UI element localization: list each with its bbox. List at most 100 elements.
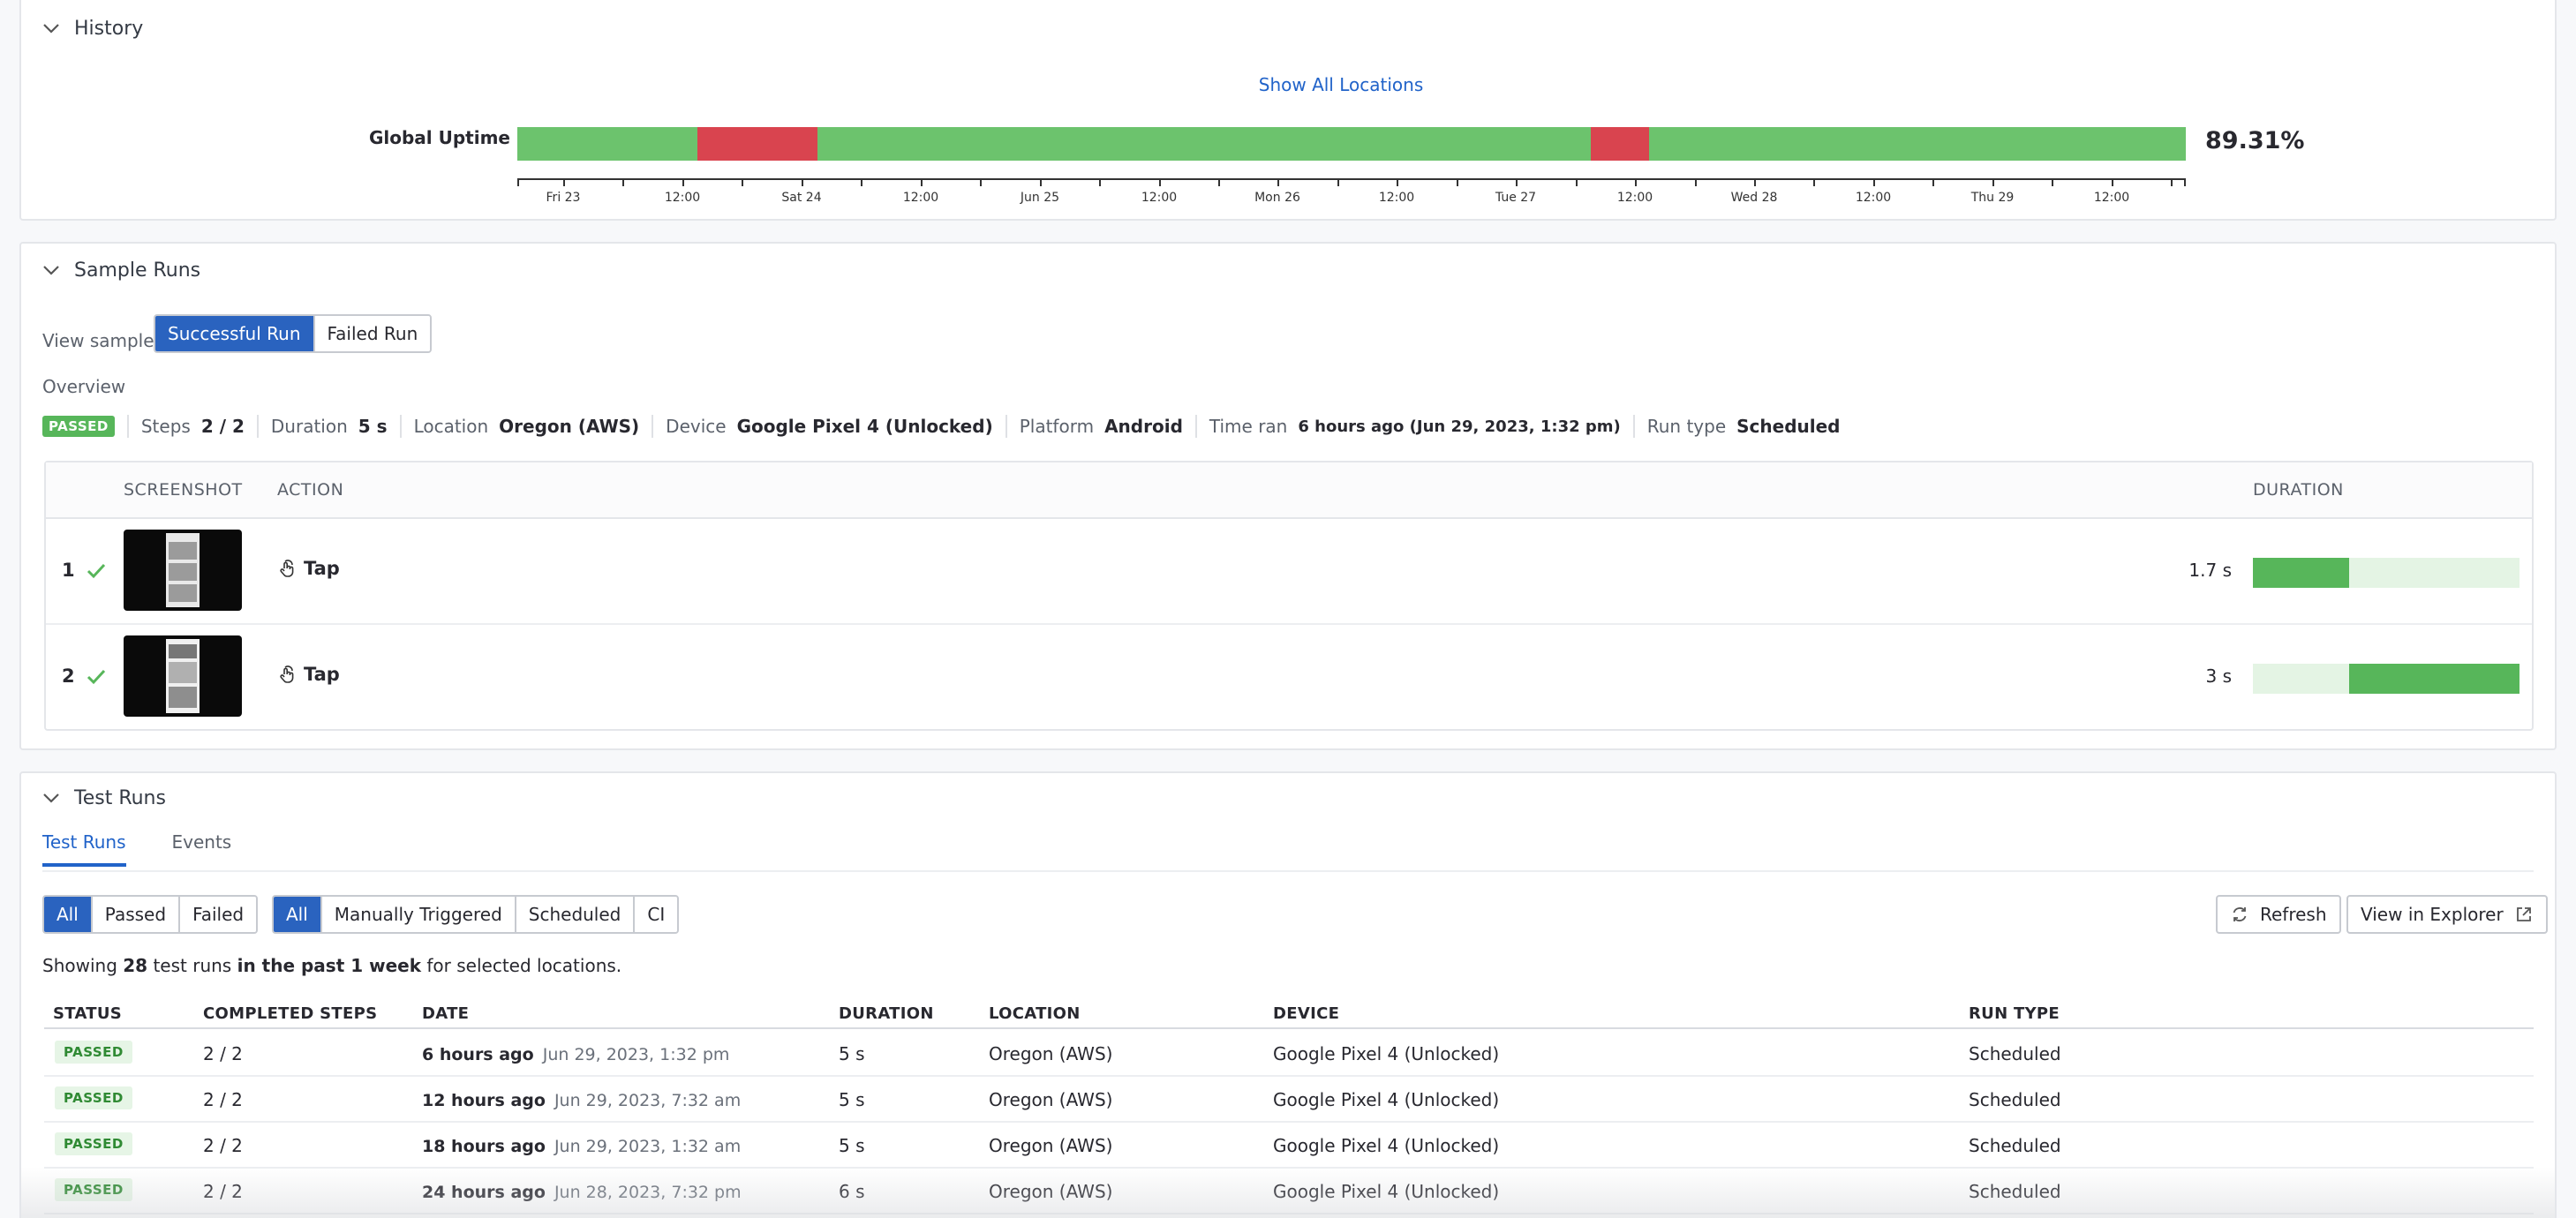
status-badge: PASSED <box>55 1041 132 1064</box>
divider <box>399 415 402 438</box>
history-header[interactable]: History <box>37 11 143 46</box>
axis-tick <box>1992 178 1994 186</box>
axis-tick <box>1932 178 1934 186</box>
steps-label: Steps <box>140 416 191 437</box>
history-title: History <box>74 17 144 40</box>
sample-runs-header[interactable]: Sample Runs <box>37 252 200 288</box>
check-icon <box>87 669 106 685</box>
showing-period: in the past 1 week <box>237 955 422 976</box>
duration-header: DURATION <box>2253 480 2344 500</box>
axis-tick <box>563 178 565 186</box>
date-header[interactable]: DATE <box>422 1004 470 1023</box>
view-in-explorer-button[interactable]: View in Explorer <box>2346 895 2548 934</box>
run-type-filter: All Manually Triggered Scheduled CI <box>272 895 680 934</box>
step-screenshot[interactable] <box>124 530 242 611</box>
steps-table-header: SCREENSHOT ACTION DURATION <box>46 462 2532 519</box>
axis-tick <box>802 178 803 186</box>
completed-steps-header[interactable]: COMPLETED STEPS <box>203 1004 378 1023</box>
run-device: Google Pixel 4 (Unlocked) <box>1273 1181 1500 1202</box>
axis-tick <box>1457 178 1458 186</box>
duration-header[interactable]: DURATION <box>839 1004 934 1023</box>
run-duration: 5 s <box>839 1089 865 1110</box>
status-filter: All Passed Failed <box>42 895 259 934</box>
location-value: Oregon (AWS) <box>499 416 640 437</box>
showing-prefix: Showing <box>42 955 117 976</box>
status-header[interactable]: STATUS <box>53 1004 123 1023</box>
action-header: ACTION <box>277 480 344 500</box>
type-filter-all[interactable]: All <box>274 897 322 932</box>
run-date-relative: 18 hours ago <box>422 1137 546 1156</box>
run-steps: 2 / 2 <box>203 1135 243 1156</box>
show-all-locations-link[interactable]: Show All Locations <box>1258 74 1424 95</box>
run-date-absolute: Jun 29, 2023, 7:32 am <box>554 1091 742 1110</box>
tap-icon <box>280 665 294 683</box>
showing-suffix: for selected locations. <box>426 955 622 976</box>
type-filter-scheduled[interactable]: Scheduled <box>516 897 636 932</box>
step-screenshot[interactable] <box>124 635 242 717</box>
run-date-absolute: Jun 29, 2023, 1:32 am <box>554 1137 742 1156</box>
thumbnail-block <box>169 542 197 560</box>
thumbnail-block <box>169 687 197 708</box>
run-duration: 5 s <box>839 1135 865 1156</box>
run-type-header[interactable]: RUN TYPE <box>1969 1004 2060 1023</box>
axis-tick <box>1397 178 1398 186</box>
refresh-button[interactable]: Refresh <box>2216 895 2341 934</box>
step-duration: 3 s <box>2205 665 2232 687</box>
successful-run-button[interactable]: Successful Run <box>155 316 315 351</box>
step-duration: 1.7 s <box>2188 560 2232 581</box>
external-link-icon <box>2516 907 2531 921</box>
view-in-explorer-label: View in Explorer <box>2361 904 2504 925</box>
step-row[interactable]: 2 Tap 3 s <box>46 625 2532 731</box>
run-date: 6 hours ago Jun 29, 2023, 1:32 pm <box>422 1043 729 1064</box>
axis-tick-label: Sat 24 <box>781 191 822 205</box>
run-type-label: Run type <box>1646 416 1727 437</box>
test-runs-header[interactable]: Test Runs <box>37 780 166 816</box>
axis-tick-label: Thu 29 <box>1970 191 2015 205</box>
test-run-row[interactable]: PASSED 24 hours ago Jun 28, 2023, 7:32 pm 2… <box>44 1169 2534 1214</box>
axis-tick <box>2112 178 2113 186</box>
location-header[interactable]: LOCATION <box>989 1004 1081 1023</box>
tab-events[interactable]: Events <box>171 831 232 853</box>
status-filter-all[interactable]: All <box>44 897 93 932</box>
axis-tick-label: Fri 23 <box>546 191 581 205</box>
test-run-row[interactable]: PASSED 6 hours ago Jun 29, 2023, 1:32 pm 2 … <box>44 1031 2534 1077</box>
duration-bar-fill <box>2348 664 2520 694</box>
step-duration-bar <box>2253 664 2520 694</box>
run-location: Oregon (AWS) <box>989 1043 1113 1064</box>
time-axis: Fri 23 12:00 Sat 24 12:00 Jun 25 12:00 Mon 26 1… <box>517 178 2186 205</box>
type-filter-manual[interactable]: Manually Triggered <box>321 897 516 932</box>
run-steps: 2 / 2 <box>203 1089 243 1110</box>
test-run-row[interactable]: PASSED 12 hours ago Jun 29, 2023, 7:32 am 2… <box>44 1077 2534 1123</box>
step-row[interactable]: 1 Tap 1.7 s <box>46 519 2532 625</box>
tab-test-runs[interactable]: Test Runs <box>42 831 126 867</box>
screenshot-thumbnail <box>166 639 200 713</box>
run-run-type: Scheduled <box>1969 1181 2061 1202</box>
test-run-row[interactable]: PASSED 18 hours ago Jun 29, 2023, 1:32 am 2… <box>44 1123 2534 1169</box>
failed-run-button[interactable]: Failed Run <box>314 316 431 351</box>
time-ran-value: 6 hours ago (Jun 29, 2023, 1:32 pm) <box>1298 417 1621 436</box>
axis-tick <box>1277 178 1279 186</box>
axis-tick <box>1516 178 1518 186</box>
divider <box>1005 415 1007 438</box>
device-header[interactable]: DEVICE <box>1273 1004 1340 1023</box>
axis-tick <box>1218 178 1220 186</box>
downtime-segment[interactable] <box>697 127 817 161</box>
status-badge: PASSED <box>55 1086 132 1109</box>
status-badge: PASSED <box>42 416 115 437</box>
status-filter-failed[interactable]: Failed <box>180 897 257 932</box>
axis-tick <box>1099 178 1101 186</box>
refresh-label: Refresh <box>2260 904 2327 925</box>
status-filter-passed[interactable]: Passed <box>92 897 181 932</box>
run-duration: 5 s <box>839 1043 865 1064</box>
run-date: 12 hours ago Jun 29, 2023, 7:32 am <box>422 1089 741 1110</box>
run-location: Oregon (AWS) <box>989 1135 1113 1156</box>
step-action: Tap <box>277 664 340 685</box>
thumbnail-block <box>169 644 197 658</box>
downtime-segment[interactable] <box>1591 127 1649 161</box>
run-date-relative: 6 hours ago <box>422 1045 534 1064</box>
type-filter-ci[interactable]: CI <box>635 897 678 932</box>
axis-tick <box>1159 178 1161 186</box>
location-label: Location <box>413 416 489 437</box>
thumbnail-block <box>169 584 197 602</box>
time-ran-label: Time ran <box>1209 416 1288 437</box>
